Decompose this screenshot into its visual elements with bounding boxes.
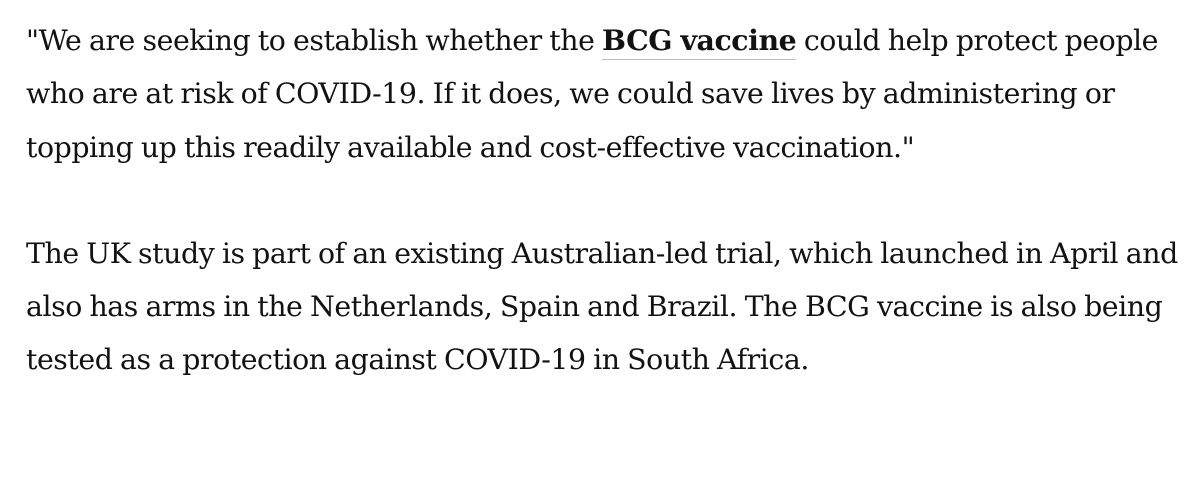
study-paragraph: The UK study is part of an existing Aust… — [26, 236, 1178, 377]
quote-paragraph: "We are seeking to establish whether the… — [26, 14, 1186, 174]
quote-text-end: could help protect people who are at ris… — [26, 24, 1159, 164]
article-body: "We are seeking to establish whether the… — [26, 14, 1186, 387]
quote-text-start: "We are seeking to establish whether the — [26, 24, 603, 57]
bcg-vaccine-link[interactable]: BCG vaccine — [602, 23, 797, 60]
